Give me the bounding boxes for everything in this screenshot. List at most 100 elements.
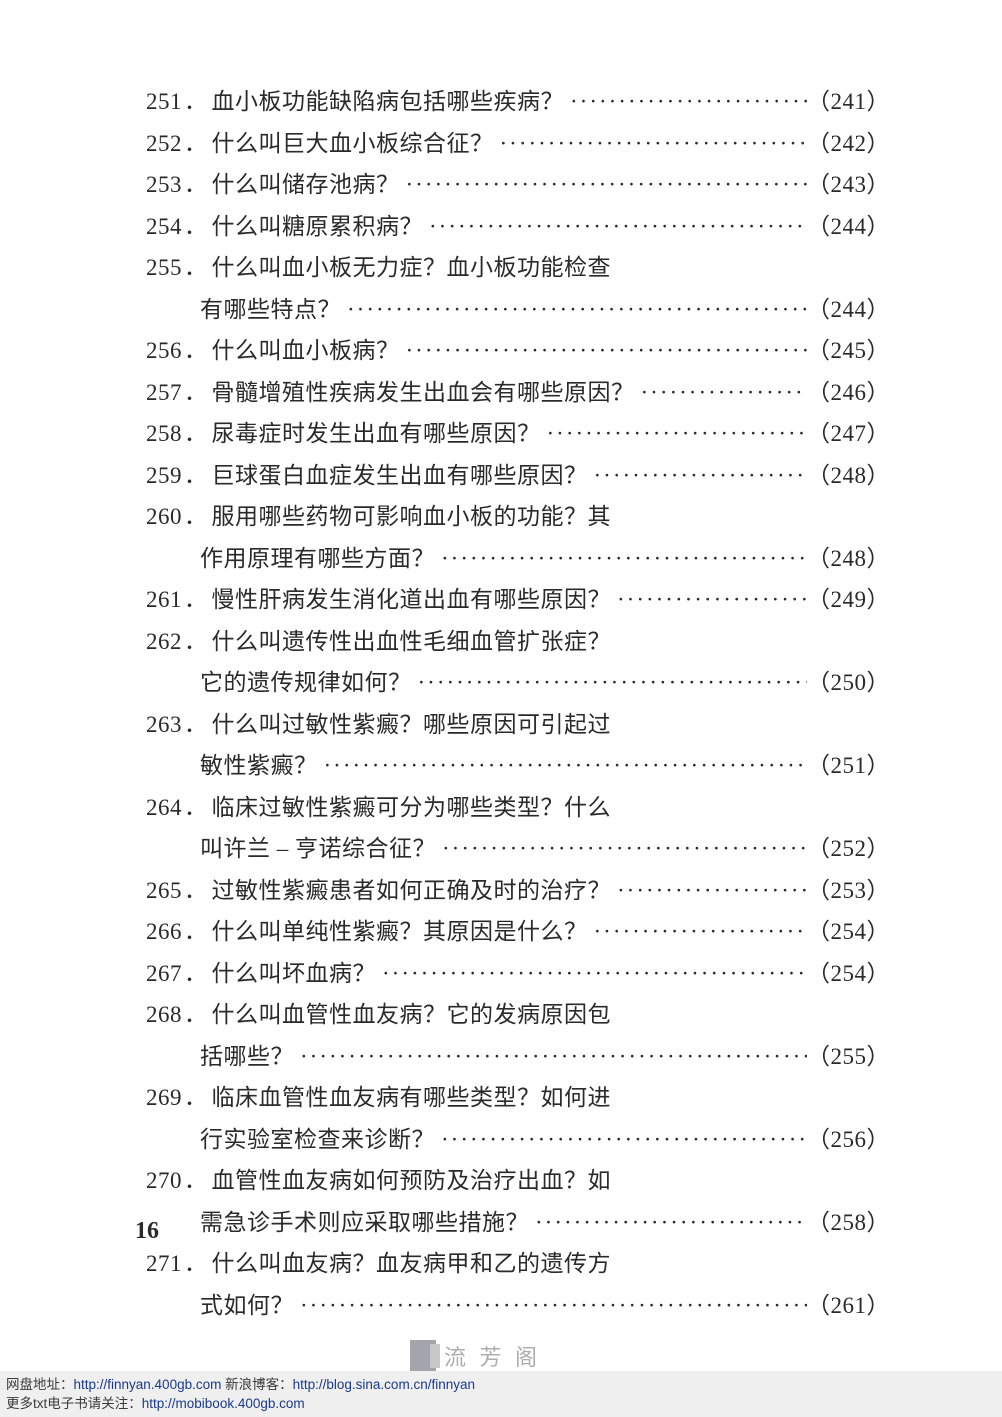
- toc-number: 254: [120, 215, 182, 238]
- toc-page: （251）: [807, 754, 890, 777]
- toc-number: 251: [120, 90, 182, 113]
- toc-row: 作用原理有哪些方面？······························…: [120, 547, 890, 570]
- toc-number: 271: [120, 1252, 182, 1275]
- toc-title: 过敏性紫癜患者如何正确及时的治疗？: [212, 879, 612, 902]
- toc-row: 265．过敏性紫癜患者如何正确及时的治疗？···················…: [120, 879, 890, 902]
- toc-title: 什么叫血小板病？: [212, 339, 400, 362]
- toc-number: 258: [120, 422, 182, 445]
- toc-row: 258．尿毒症时发生出血有哪些原因？······················…: [120, 422, 890, 445]
- toc-title: 叫许兰 – 亨诺综合征？: [200, 837, 436, 860]
- toc-row: 254．什么叫糖原累积病？···························…: [120, 215, 890, 238]
- toc-title: 需急诊手术则应采取哪些措施？: [200, 1211, 529, 1234]
- toc-row: 行实验室检查来诊断？······························…: [120, 1128, 890, 1151]
- toc-row: 260．服用哪些药物可影响血小板的功能？其: [120, 505, 890, 528]
- toc-page: （258）: [807, 1211, 890, 1234]
- toc-leader: ········································…: [294, 1045, 807, 1068]
- toc-row: 263．什么叫过敏性紫癜？哪些原因可引起过: [120, 713, 890, 736]
- footer-bar: 网盘地址：http://finnyan.400gb.com 新浪博客：http:…: [0, 1371, 1002, 1417]
- toc-row: 264．临床过敏性紫癜可分为哪些类型？什么: [120, 796, 890, 819]
- toc-title: 什么叫单纯性紫癜？其原因是什么？: [212, 920, 588, 943]
- toc-leader: ········································…: [435, 1128, 807, 1151]
- toc-row: 敏性紫癜？···································…: [120, 754, 890, 777]
- toc-number: 263: [120, 713, 182, 736]
- toc-row: 266．什么叫单纯性紫癜？其原因是什么？····················…: [120, 920, 890, 943]
- watermark: 流 芳 阁: [410, 1340, 541, 1372]
- toc-page: （241）: [807, 90, 890, 113]
- toc-title: 巨球蛋白血症发生出血有哪些原因？: [212, 464, 588, 487]
- toc-title: 什么叫血小板无力症？血小板功能检查: [212, 256, 612, 279]
- toc-number: 257: [120, 381, 182, 404]
- toc-page: （244）: [807, 215, 890, 238]
- toc-row: 它的遗传规律如何？·······························…: [120, 671, 890, 694]
- toc-row: 257．骨髓增殖性疾病发生出血会有哪些原因？··················…: [120, 381, 890, 404]
- toc-page: （254）: [807, 962, 890, 985]
- toc-page: （250）: [807, 671, 890, 694]
- toc-number: 270: [120, 1169, 182, 1192]
- toc-title: 骨髓增殖性疾病发生出血会有哪些原因？: [212, 381, 635, 404]
- toc-number: 252: [120, 132, 182, 155]
- toc-title: 血管性血友病如何预防及治疗出血？如: [212, 1169, 612, 1192]
- toc-page: （242）: [807, 132, 890, 155]
- toc-separator: ．: [182, 215, 212, 238]
- toc-number: 259: [120, 464, 182, 487]
- toc-number: 262: [120, 630, 182, 653]
- page-number: 16: [135, 1218, 159, 1245]
- toc-number: 261: [120, 588, 182, 611]
- toc-number: 264: [120, 796, 182, 819]
- toc-leader: ········································…: [400, 339, 808, 362]
- toc-separator: ．: [182, 796, 212, 819]
- toc-title: 什么叫坏血病？: [212, 962, 377, 985]
- toc-separator: ．: [182, 132, 212, 155]
- footer-line-1: 网盘地址：http://finnyan.400gb.com 新浪博客：http:…: [6, 1375, 996, 1395]
- footer-label-2: 更多txt电子书请关注：: [6, 1396, 142, 1411]
- toc-page: （249）: [807, 588, 890, 611]
- toc-title: 式如何？: [200, 1294, 294, 1317]
- toc-separator: ．: [182, 505, 212, 528]
- toc-row: 270．血管性血友病如何预防及治疗出血？如: [120, 1169, 890, 1192]
- toc-separator: ．: [182, 879, 212, 902]
- toc-title: 慢性肝病发生消化道出血有哪些原因？: [212, 588, 612, 611]
- toc-title: 什么叫遗传性出血性毛细血管扩张症？: [212, 630, 612, 653]
- toc-title: 什么叫血友病？血友病甲和乙的遗传方: [212, 1252, 612, 1275]
- toc-leader: ········································…: [412, 671, 808, 694]
- toc-number: 265: [120, 879, 182, 902]
- toc-separator: ．: [182, 339, 212, 362]
- toc-separator: ．: [182, 920, 212, 943]
- toc-leader: ········································…: [611, 588, 807, 611]
- toc-row: 式如何？····································…: [120, 1294, 890, 1317]
- toc-leader: ········································…: [494, 132, 808, 155]
- toc-leader: ········································…: [294, 1294, 807, 1317]
- toc-title: 服用哪些药物可影响血小板的功能？其: [212, 505, 612, 528]
- toc-row: 需急诊手术则应采取哪些措施？··························…: [120, 1211, 890, 1234]
- footer-label-1: 网盘地址：: [6, 1377, 74, 1392]
- toc-separator: ．: [182, 588, 212, 611]
- toc-number: 253: [120, 173, 182, 196]
- toc-separator: ．: [182, 1252, 212, 1275]
- toc-row: 267．什么叫坏血病？·····························…: [120, 962, 890, 985]
- toc-separator: ．: [182, 256, 212, 279]
- toc-number: 260: [120, 505, 182, 528]
- toc-separator: ．: [182, 90, 212, 113]
- toc-leader: ········································…: [318, 754, 808, 777]
- toc-row: 括哪些？····································…: [120, 1045, 890, 1068]
- toc-page: （252）: [807, 837, 890, 860]
- toc-leader: ········································…: [541, 422, 808, 445]
- toc-number: 267: [120, 962, 182, 985]
- toc-title: 有哪些特点？: [200, 298, 341, 321]
- footer-line-2: 更多txt电子书请关注：http://mobibook.400gb.com: [6, 1394, 996, 1414]
- toc-page: （244）: [807, 298, 890, 321]
- toc-row: 253．什么叫储存池病？····························…: [120, 173, 890, 196]
- toc-leader: ········································…: [376, 962, 807, 985]
- toc-page: （247）: [807, 422, 890, 445]
- toc-title: 临床过敏性紫癜可分为哪些类型？什么: [212, 796, 612, 819]
- footer-link-1[interactable]: http://finnyan.400gb.com: [74, 1377, 222, 1392]
- toc-title: 什么叫巨大血小板综合征？: [212, 132, 494, 155]
- toc-number: 268: [120, 1003, 182, 1026]
- toc-row: 259．巨球蛋白血症发生出血有哪些原因？····················…: [120, 464, 890, 487]
- toc-title: 血小板功能缺陷病包括哪些疾病？: [212, 90, 565, 113]
- footer-link-2[interactable]: http://blog.sina.com.cn/finnyan: [293, 1377, 475, 1392]
- toc-row: 251．血小板功能缺陷病包括哪些疾病？·····················…: [120, 90, 890, 113]
- toc-leader: ········································…: [423, 215, 807, 238]
- toc-page: （246）: [807, 381, 890, 404]
- footer-link-3[interactable]: http://mobibook.400gb.com: [142, 1396, 305, 1411]
